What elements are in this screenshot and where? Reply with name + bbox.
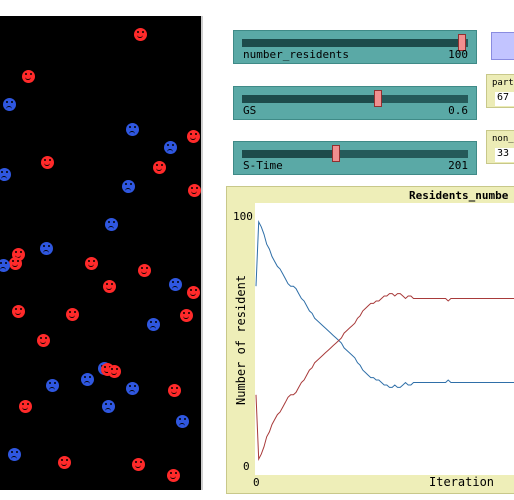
y-axis-label: Number of resident bbox=[234, 275, 248, 405]
sad-face-icon bbox=[126, 382, 139, 395]
monitor-label: non_ bbox=[492, 134, 514, 144]
happy-face-icon bbox=[85, 257, 98, 270]
slider-value: 0.6 bbox=[448, 104, 468, 117]
sad-face-icon bbox=[126, 123, 139, 136]
slider-value: 201 bbox=[448, 159, 468, 172]
monitor-value: 67 bbox=[495, 92, 514, 106]
happy-face-icon bbox=[168, 384, 181, 397]
plot-title: Residents_numbe bbox=[409, 189, 509, 202]
happy-face-icon bbox=[58, 456, 71, 469]
slider-s-time[interactable]: S-Time 201 bbox=[233, 141, 477, 175]
series-line-1 bbox=[255, 293, 514, 461]
residents-plot: Residents_numbe 100 0 0 Iteration Number… bbox=[226, 186, 514, 494]
slider-handle[interactable] bbox=[374, 90, 382, 107]
sad-face-icon bbox=[0, 168, 11, 181]
slider-track bbox=[242, 39, 468, 47]
happy-face-icon bbox=[132, 458, 145, 471]
happy-face-icon bbox=[187, 286, 200, 299]
happy-face-icon bbox=[138, 264, 151, 277]
happy-face-icon bbox=[9, 257, 22, 270]
happy-face-icon bbox=[187, 130, 200, 143]
happy-face-icon bbox=[66, 308, 79, 321]
happy-face-icon bbox=[134, 28, 147, 41]
slider-handle[interactable] bbox=[332, 145, 341, 162]
x-axis-label: Iteration bbox=[429, 475, 494, 489]
slider-label: S-Time bbox=[243, 159, 283, 172]
happy-face-icon bbox=[153, 161, 166, 174]
happy-face-icon bbox=[41, 156, 54, 169]
sad-face-icon bbox=[8, 448, 21, 461]
happy-face-icon bbox=[19, 400, 32, 413]
world-view bbox=[0, 16, 203, 490]
x-tick-label: 0 bbox=[253, 476, 260, 489]
sad-face-icon bbox=[0, 259, 10, 272]
plot-area bbox=[255, 203, 514, 475]
sad-face-icon bbox=[81, 373, 94, 386]
happy-face-icon bbox=[180, 309, 193, 322]
slider-value: 100 bbox=[448, 48, 468, 61]
sad-face-icon bbox=[122, 180, 135, 193]
sad-face-icon bbox=[40, 242, 53, 255]
monitor-non: non_ 33 bbox=[486, 130, 514, 164]
sad-face-icon bbox=[176, 415, 189, 428]
sad-face-icon bbox=[3, 98, 16, 111]
happy-face-icon bbox=[167, 469, 180, 482]
slider-track bbox=[242, 150, 468, 158]
happy-face-icon bbox=[37, 334, 50, 347]
monitor-part: part 67 bbox=[486, 74, 514, 108]
setup-button[interactable] bbox=[491, 32, 514, 60]
slider-number-residents[interactable]: number_residents 100 bbox=[233, 30, 477, 64]
happy-face-icon bbox=[103, 280, 116, 293]
series-line-0 bbox=[255, 220, 514, 388]
sad-face-icon bbox=[46, 379, 59, 392]
happy-face-icon bbox=[12, 305, 25, 318]
slider-handle[interactable] bbox=[457, 34, 466, 51]
sad-face-icon bbox=[147, 318, 160, 331]
slider-label: number_residents bbox=[243, 48, 349, 61]
slider-track bbox=[242, 95, 468, 103]
slider-label: GS bbox=[243, 104, 257, 117]
sad-face-icon bbox=[164, 141, 177, 154]
y-tick-label-top: 100 bbox=[233, 210, 253, 223]
happy-face-icon bbox=[188, 184, 201, 197]
monitor-value: 33 bbox=[495, 148, 514, 162]
slider-gs[interactable]: GS 0.6 bbox=[233, 86, 477, 120]
happy-face-icon bbox=[108, 365, 121, 378]
sad-face-icon bbox=[169, 278, 182, 291]
sad-face-icon bbox=[102, 400, 115, 413]
y-tick-label-bottom: 0 bbox=[243, 460, 250, 473]
sad-face-icon bbox=[105, 218, 118, 231]
plot-canvas: 100 0 0 Iteration Number of resident bbox=[233, 203, 514, 489]
monitor-label: part bbox=[492, 78, 514, 88]
happy-face-icon bbox=[22, 70, 35, 83]
